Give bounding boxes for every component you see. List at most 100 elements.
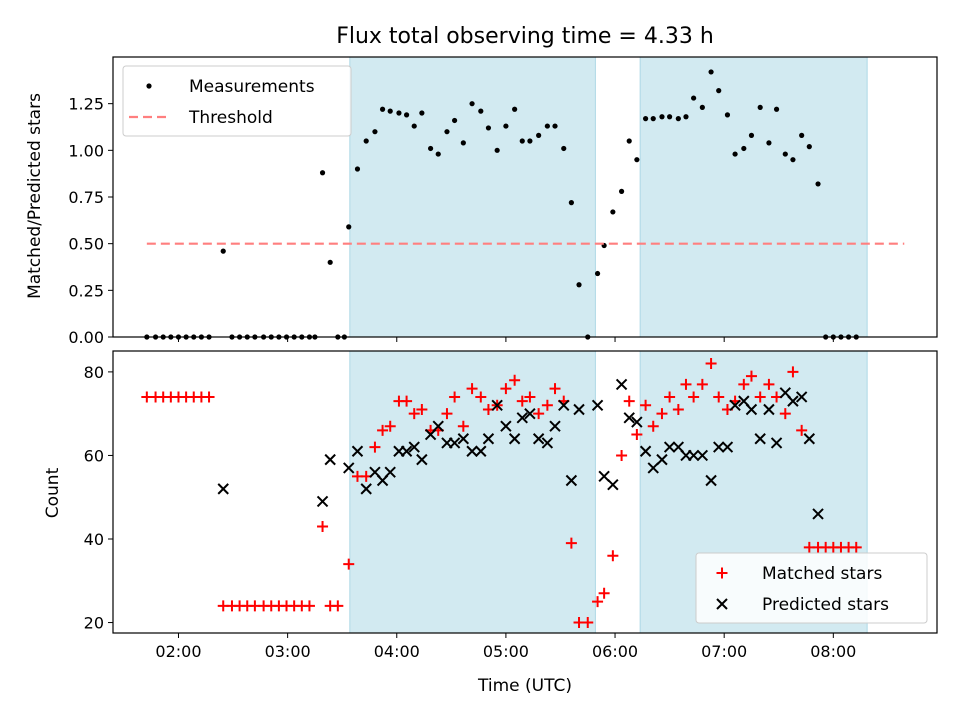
top-legend: Measurements Threshold bbox=[122, 65, 352, 137]
legend-label: Measurements bbox=[189, 77, 315, 97]
measurements-point bbox=[568, 200, 574, 206]
predicted-stars-point bbox=[647, 462, 659, 474]
measurements-point bbox=[594, 270, 601, 277]
matched-stars-point bbox=[680, 378, 692, 390]
measurements-point bbox=[403, 112, 410, 118]
measurements-point bbox=[724, 112, 731, 118]
measurements-point bbox=[460, 140, 466, 146]
measurements-point bbox=[512, 106, 518, 112]
x-tick-label: 04:00 bbox=[374, 642, 420, 661]
y-tick-label: 0.75 bbox=[68, 188, 104, 207]
measurements-point bbox=[626, 138, 632, 144]
predicted-stars-point bbox=[316, 495, 329, 508]
y-tick-label: 1.00 bbox=[68, 141, 104, 160]
matched-stars-point bbox=[541, 399, 553, 411]
matched-stars-point bbox=[509, 374, 521, 386]
matched-stars-point bbox=[745, 370, 757, 382]
measurements-point bbox=[699, 104, 705, 110]
predicted-stars-point bbox=[623, 412, 635, 424]
observing-interval-top-1 bbox=[349, 56, 596, 338]
measurements-point bbox=[683, 114, 689, 120]
measurements-point bbox=[396, 110, 402, 116]
predicted-stars-point bbox=[351, 445, 364, 457]
matched-stars-point bbox=[401, 395, 413, 407]
measurements-point bbox=[773, 106, 780, 112]
measurements-point bbox=[435, 151, 441, 157]
y-tick-label: 60 bbox=[84, 446, 104, 465]
measurements-point bbox=[319, 170, 326, 176]
matched-stars-point bbox=[203, 391, 215, 403]
predicted-stars-point bbox=[516, 412, 528, 424]
measurements-point bbox=[527, 138, 533, 144]
y-tick-label: 0.25 bbox=[68, 281, 104, 300]
predicted-stars-point bbox=[482, 433, 495, 445]
predicted-stars-point bbox=[408, 441, 420, 453]
predicted-stars-point bbox=[705, 474, 717, 487]
predicted-stars-point bbox=[696, 449, 709, 462]
legend-marker-plus bbox=[716, 567, 728, 579]
matched-stars-point bbox=[303, 600, 315, 612]
predicted-stars-point bbox=[457, 433, 470, 445]
predicted-stars-point bbox=[360, 483, 372, 495]
matched-stars-point bbox=[696, 378, 708, 390]
y-tick-label: 20 bbox=[84, 614, 104, 633]
figure-title: Flux total observing time = 4.33 h bbox=[336, 24, 714, 49]
measurements-point bbox=[544, 123, 550, 129]
matched-stars-point bbox=[500, 383, 512, 395]
matched-stars-point bbox=[377, 424, 389, 436]
matched-stars-point bbox=[457, 420, 469, 432]
predicted-stars-point bbox=[812, 508, 824, 520]
measurements-point bbox=[452, 117, 458, 124]
predicted-stars-point bbox=[549, 420, 561, 432]
legend-marker-dot bbox=[146, 83, 152, 89]
bottom-panel: Count 20 40 60 80 02:00 03:00 04:00 05:00 06:00 0… bbox=[43, 350, 938, 661]
predicted-stars-point bbox=[754, 433, 766, 445]
matched-stars-point bbox=[549, 383, 561, 395]
predicted-stars-point bbox=[384, 466, 396, 478]
matched-stars-point bbox=[850, 541, 862, 553]
x-tick-label: 06:00 bbox=[592, 642, 638, 661]
measurements-point bbox=[576, 282, 582, 288]
matched-stars-point bbox=[656, 408, 668, 420]
matched-stars-point bbox=[533, 408, 545, 420]
x-tick-label: 02:00 bbox=[155, 642, 201, 661]
matched-stars-point bbox=[713, 391, 725, 403]
predicted-stars-point bbox=[639, 445, 652, 457]
observing-interval-top-2 bbox=[639, 56, 868, 338]
measurements-point bbox=[748, 132, 755, 138]
observing-interval-bottom-1 bbox=[349, 350, 596, 634]
matched-stars-point bbox=[332, 600, 344, 612]
matched-stars-point bbox=[664, 391, 676, 403]
bottom-axes-frame bbox=[112, 350, 938, 634]
matched-stars-point bbox=[524, 391, 536, 403]
matched-stars-point bbox=[592, 596, 604, 608]
matched-stars-point bbox=[598, 587, 610, 599]
matched-stars-point bbox=[616, 449, 628, 461]
y-tick-label: 80 bbox=[84, 363, 104, 382]
measurements-point bbox=[469, 101, 475, 107]
predicted-stars-point bbox=[713, 441, 725, 453]
y-tick-label: 0.00 bbox=[68, 328, 104, 347]
measurements-point bbox=[494, 147, 500, 153]
predicted-stars-point bbox=[400, 445, 413, 457]
predicted-stars-point bbox=[745, 403, 758, 416]
matched-stars-point bbox=[779, 408, 791, 420]
legend-box bbox=[695, 552, 928, 624]
predicted-stars-point bbox=[432, 420, 444, 432]
matched-stars-point bbox=[516, 395, 528, 407]
matched-stars-point bbox=[763, 378, 775, 390]
measurements-point bbox=[444, 129, 450, 135]
measurements-point bbox=[650, 116, 656, 122]
measurements-point bbox=[732, 151, 738, 157]
matched-stars-point bbox=[565, 537, 577, 549]
top-panel: Matched/Predicted stars 0.00 0.25 0.50 0.75… bbox=[25, 56, 938, 347]
top-ylabel: Matched/Predicted stars bbox=[25, 93, 45, 299]
measurements-point bbox=[815, 181, 821, 187]
measurements-point bbox=[379, 106, 386, 112]
predicted-stars-point bbox=[803, 433, 816, 445]
bottom-ylabel: Count bbox=[43, 467, 63, 518]
predicted-stars-point bbox=[532, 433, 545, 445]
measurements-point bbox=[519, 138, 525, 144]
matched-stars-point bbox=[343, 558, 355, 570]
